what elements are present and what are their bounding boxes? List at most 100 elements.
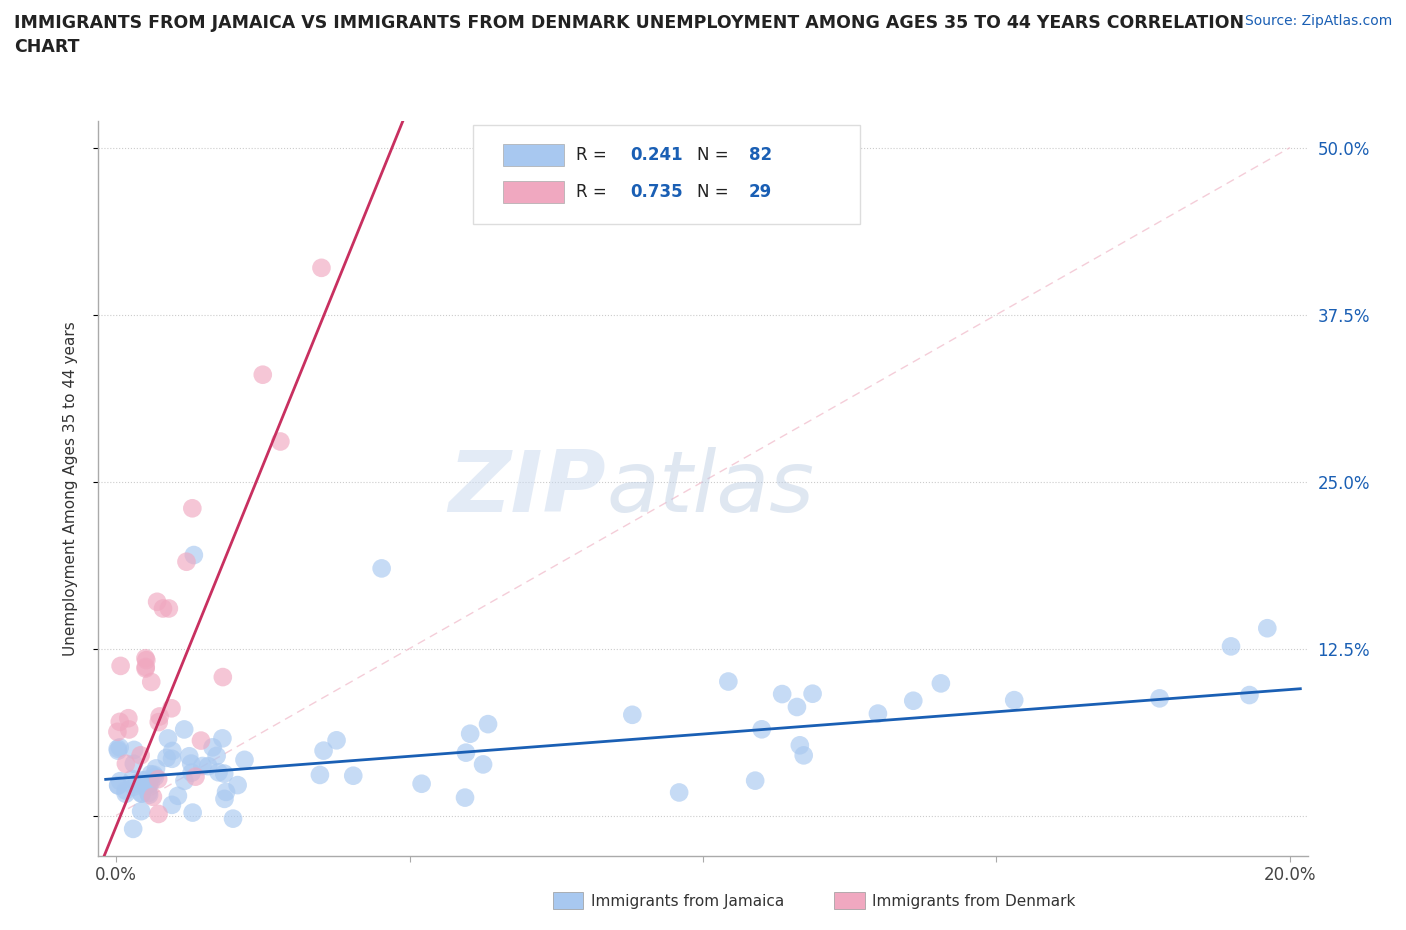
Point (135, 653, 157, 668)
Text: IMMIGRANTS FROM JAMAICA VS IMMIGRANTS FROM DENMARK UNEMPLOYMENT AMONG AGES 35 TO: IMMIGRANTS FROM JAMAICA VS IMMIGRANTS FR… (14, 14, 1244, 56)
Point (129, 748, 152, 763)
Point (114, 783, 136, 798)
Point (135, 661, 157, 676)
Point (145, 761, 167, 776)
Point (472, 757, 495, 772)
Point (107, 741, 129, 756)
Point (786, 699, 808, 714)
Point (108, 714, 131, 729)
Point (342, 768, 364, 783)
Point (115, 756, 138, 771)
Point (146, 594, 169, 609)
Point (197, 759, 219, 774)
Point (107, 743, 129, 758)
Point (148, 806, 170, 821)
Point (108, 740, 131, 755)
Y-axis label: Unemployment Among Ages 35 to 44 years: Unemployment Among Ages 35 to 44 years (63, 321, 77, 656)
Point (131, 786, 153, 801)
Point (183, 548, 205, 563)
Point (160, 701, 183, 716)
Point (129, 786, 152, 801)
Point (454, 790, 477, 805)
Point (160, 797, 183, 812)
Point (173, 722, 195, 737)
Point (370, 561, 392, 576)
Point (184, 769, 207, 784)
Point (903, 693, 925, 708)
Point (1239, 687, 1261, 702)
Text: 29: 29 (749, 183, 772, 201)
Text: Source: ZipAtlas.com: Source: ZipAtlas.com (1244, 14, 1392, 28)
Point (122, 756, 145, 771)
Point (138, 788, 160, 803)
Point (668, 785, 690, 800)
Point (143, 767, 166, 782)
Point (312, 743, 335, 758)
Point (167, 789, 190, 804)
Point (141, 674, 163, 689)
Point (311, 260, 333, 275)
Point (180, 765, 202, 780)
Point (454, 745, 477, 760)
Point (148, 772, 170, 787)
Point (143, 769, 166, 784)
Point (866, 706, 889, 721)
Point (134, 651, 156, 666)
Point (160, 751, 183, 766)
Point (122, 779, 145, 794)
Point (325, 733, 347, 748)
Point (142, 790, 165, 804)
Point (214, 791, 236, 806)
Point (211, 731, 233, 746)
Text: N =: N = (697, 183, 734, 201)
Bar (503, 144, 564, 166)
Text: 0.241: 0.241 (630, 146, 683, 165)
Point (309, 767, 332, 782)
Point (155, 751, 177, 765)
Point (129, 804, 152, 818)
Point (179, 749, 201, 764)
Point (157, 601, 180, 616)
Point (156, 731, 179, 746)
Point (138, 777, 160, 792)
Text: ZIP: ZIP (449, 446, 606, 530)
Point (744, 773, 766, 788)
Point (751, 722, 773, 737)
Point (411, 777, 433, 791)
Point (793, 748, 815, 763)
Text: 82: 82 (749, 146, 772, 165)
Point (139, 776, 162, 790)
Text: N =: N = (697, 146, 734, 165)
Point (215, 784, 238, 799)
Bar (503, 181, 564, 203)
Point (190, 733, 212, 748)
Point (110, 658, 132, 673)
Point (181, 805, 204, 820)
Point (269, 434, 291, 449)
Point (121, 772, 143, 787)
Text: atlas: atlas (606, 446, 814, 530)
Point (107, 778, 129, 793)
Point (152, 601, 174, 616)
Point (108, 774, 131, 789)
Point (252, 367, 274, 382)
Point (1220, 639, 1243, 654)
Point (477, 717, 499, 732)
Point (458, 726, 481, 741)
Point (180, 756, 202, 771)
Point (207, 764, 229, 779)
Point (136, 786, 159, 801)
Point (135, 659, 157, 674)
Point (139, 766, 162, 781)
Point (226, 777, 249, 792)
Point (135, 773, 157, 788)
Point (1256, 621, 1278, 636)
Point (181, 501, 204, 516)
Point (114, 787, 136, 802)
Point (107, 724, 129, 739)
Text: Immigrants from Jamaica: Immigrants from Jamaica (591, 894, 783, 909)
Text: R =: R = (576, 146, 612, 165)
Point (122, 821, 145, 836)
Point (789, 737, 811, 752)
Point (929, 676, 952, 691)
